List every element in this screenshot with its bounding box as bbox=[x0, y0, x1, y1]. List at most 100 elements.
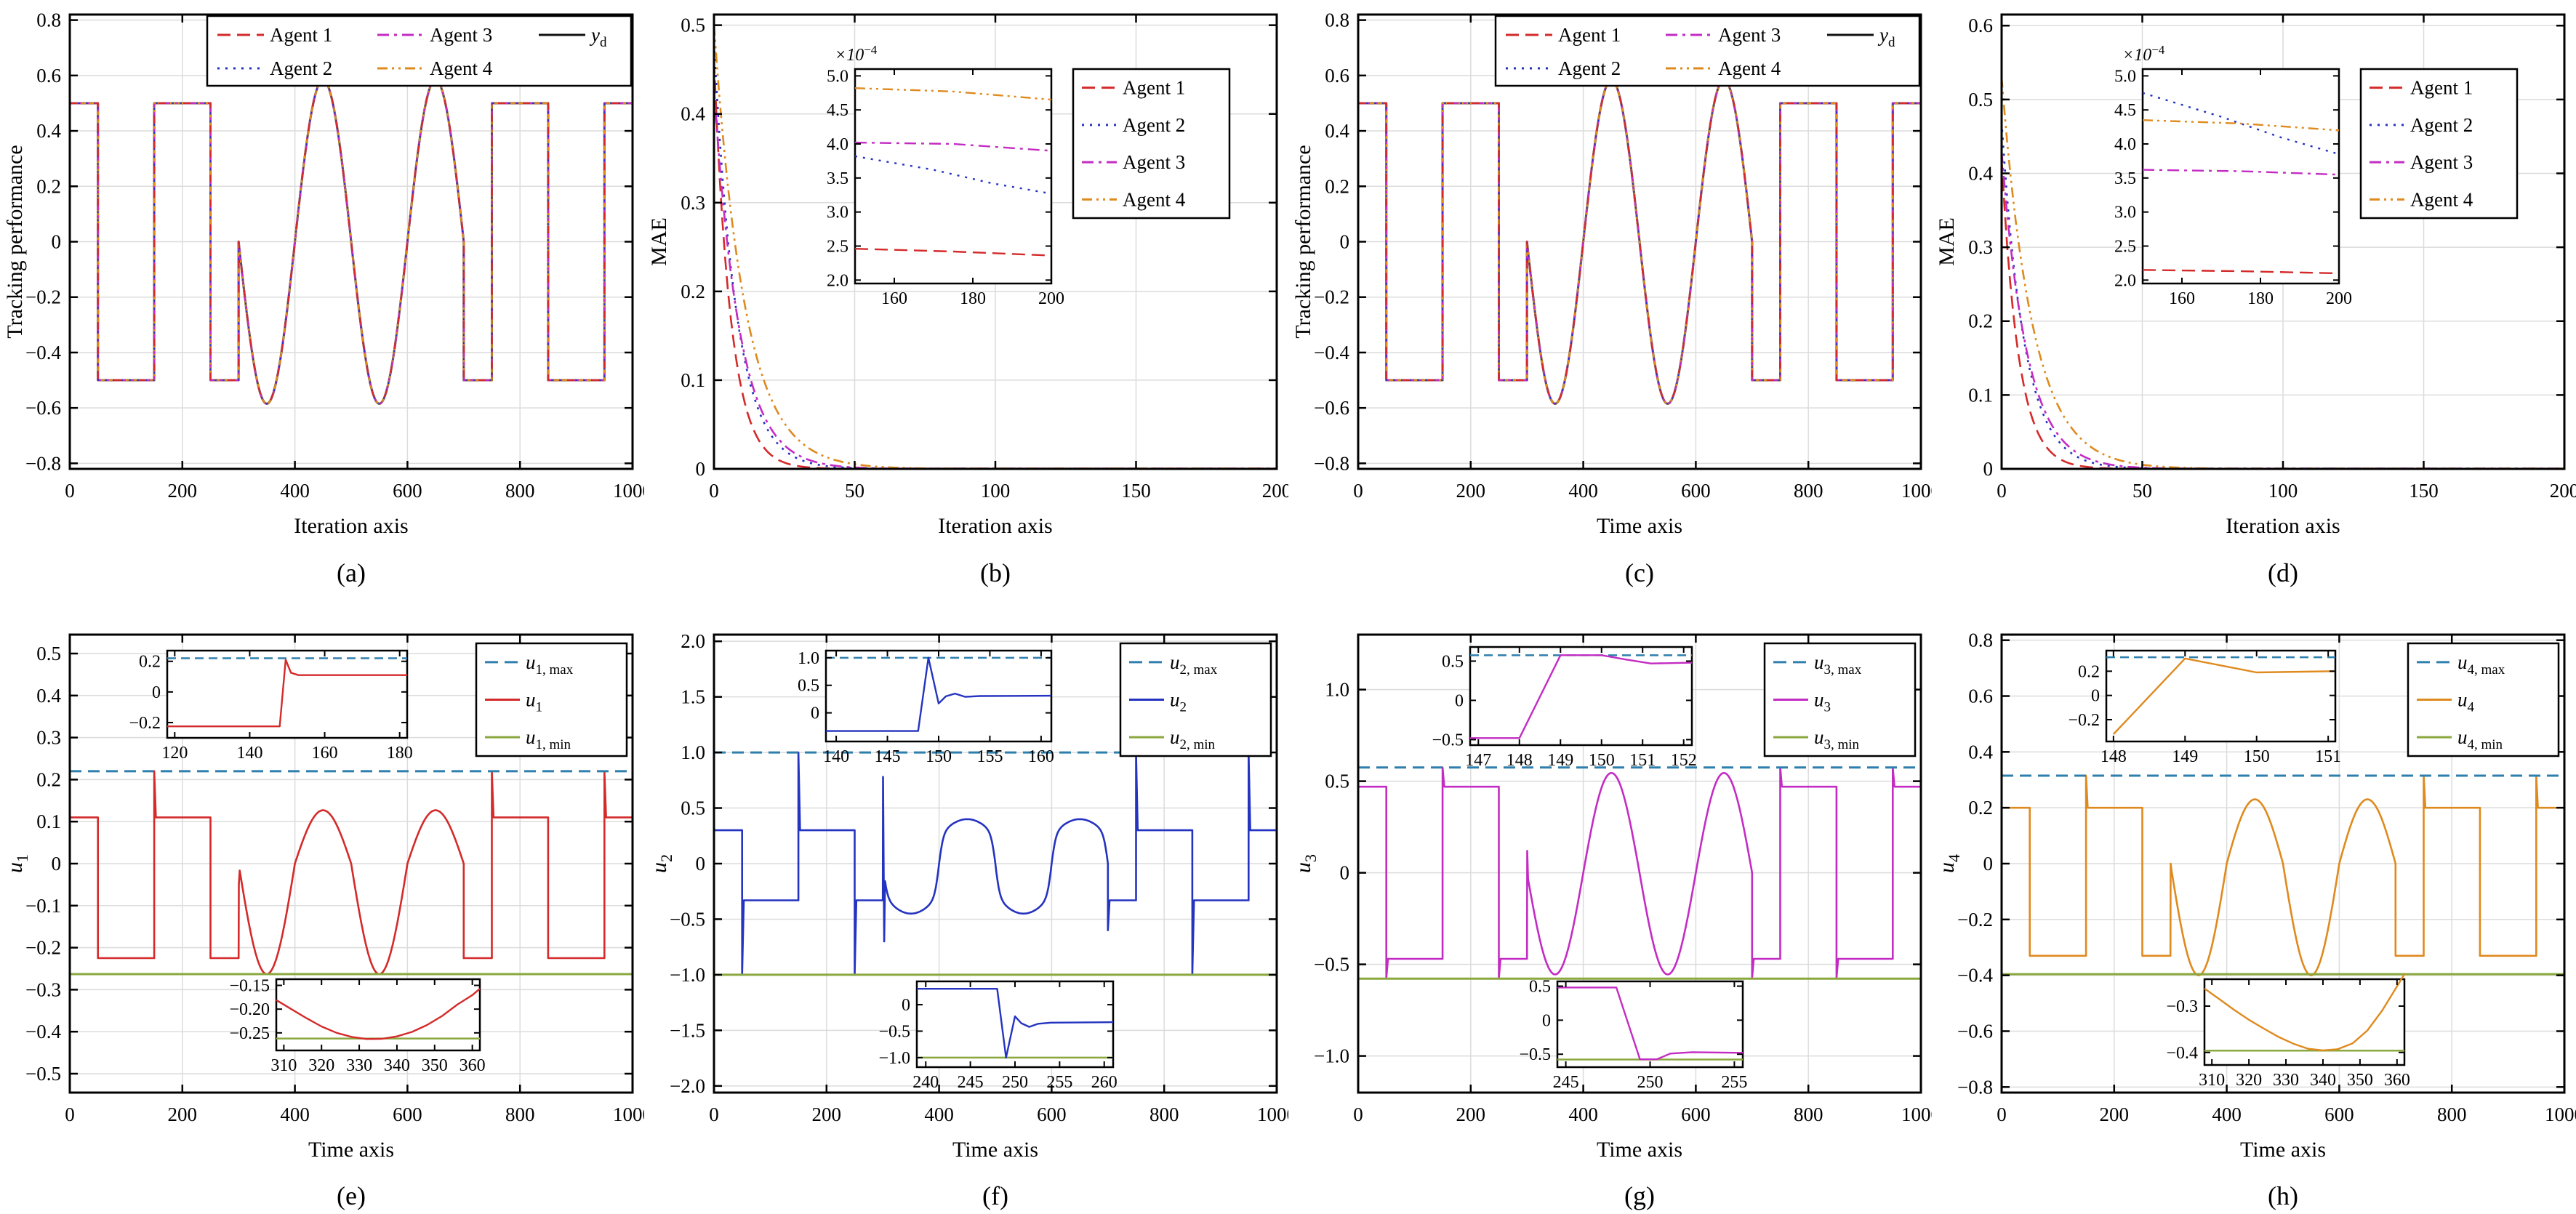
legend-label: Agent 4 bbox=[430, 57, 493, 79]
x-tick-label: 1000 bbox=[613, 1104, 644, 1125]
legend-label: u4, min bbox=[2457, 726, 2503, 752]
y-axis-label: u3 bbox=[1291, 854, 1320, 873]
y-tick-label: 0.5 bbox=[1968, 89, 1993, 110]
y-tick-label: −1.0 bbox=[1314, 1045, 1349, 1067]
legend: Agent 1 Agent 2 Agent 3 Agent 4 bbox=[2359, 68, 2519, 220]
legend-box bbox=[2359, 68, 2519, 220]
inset-box bbox=[2105, 649, 2337, 743]
agent3-zoom bbox=[854, 141, 1052, 152]
caption: (g) bbox=[1624, 1181, 1655, 1210]
x-tick-label: 150 bbox=[2409, 480, 2439, 502]
subplot-g: 02004006008001000−1.0−0.500.51.014714814… bbox=[1288, 607, 1941, 1214]
series-u1 bbox=[70, 770, 633, 976]
x-tick-label: 100 bbox=[981, 480, 1011, 502]
inset-x-tick-label: 151 bbox=[1629, 751, 1656, 770]
y-tick-label: −0.6 bbox=[1957, 1020, 1993, 1042]
inset-y-tick-label: 0 bbox=[1455, 691, 1464, 710]
inset-y-tick-label: 2.5 bbox=[2114, 237, 2136, 256]
x-tick-label: 400 bbox=[924, 1104, 954, 1125]
inset-y-tick-label: −0.2 bbox=[129, 714, 161, 733]
inset-zoom: 160 180 200 2.0 2.5 3.0 3.5 4.0 4.5 5.0 ×10−4 bbox=[827, 43, 1064, 308]
inset-x-tick-label: 148 bbox=[1506, 751, 1533, 770]
plot-box bbox=[1357, 633, 1922, 1094]
u2-step-zoom bbox=[826, 656, 1052, 732]
axes: 0 200 400 600 800 1000 −2.0 −1.5 −1.0 −0.5 0 0.5 1.0… bbox=[670, 630, 1296, 1125]
series-u2 bbox=[714, 751, 1277, 976]
agent3-zoom bbox=[2142, 169, 2340, 176]
x-axis-label: Time axis bbox=[2240, 1138, 2326, 1162]
inset-y-tick-label: −0.3 bbox=[2166, 997, 2198, 1016]
inset-x-tick-label: 120 bbox=[161, 744, 188, 763]
inset-x-tick-label: 200 bbox=[2326, 289, 2352, 308]
inset-y-tick-label: 2.5 bbox=[827, 237, 848, 256]
y-tick-label: −0.8 bbox=[1957, 1076, 1993, 1098]
inset-x-tick-label: 330 bbox=[346, 1056, 372, 1075]
y-tick-label: 0.1 bbox=[681, 369, 705, 391]
inset-x-tick-label: 140 bbox=[236, 744, 262, 763]
y-tick-label: 0 bbox=[1340, 862, 1350, 884]
u2-drop-zoom bbox=[917, 988, 1114, 1059]
legend: u2, max u2 u2, min bbox=[1119, 642, 1272, 757]
u3-step-zoom bbox=[1470, 654, 1693, 739]
inset-y-tick-label: 0 bbox=[152, 683, 161, 702]
x-tick-label: 600 bbox=[2324, 1104, 2354, 1125]
axes: 0 50 100 150 200 0 0.1 0.2 0.3 0.4 0.5 bbox=[681, 13, 1291, 502]
x-tick-label: 800 bbox=[1794, 480, 1823, 502]
legend: u4, max u4 u4, min bbox=[2407, 642, 2560, 757]
inset-box bbox=[1556, 980, 1744, 1069]
figure-b: 0 50 100 150 200 0 0.1 0.2 0.3 0.4 0.5 160 180 200 2.0… bbox=[644, 0, 1291, 607]
y-tick-label: −0.6 bbox=[1314, 397, 1349, 419]
x-tick-label: 800 bbox=[505, 1104, 535, 1125]
x-tick-label: 600 bbox=[393, 480, 422, 502]
caption: (e) bbox=[337, 1181, 366, 1210]
inset-x-tick-label: 145 bbox=[875, 747, 901, 766]
legend-label: Agent 2 bbox=[1558, 57, 1621, 79]
y-tick-label: −0.8 bbox=[1314, 452, 1349, 474]
y-tick-label: 0.6 bbox=[1968, 15, 1993, 36]
y-axis-label: u4 bbox=[1935, 854, 1963, 873]
x-tick-label: 0 bbox=[1997, 1104, 2007, 1125]
u1-step-zoom bbox=[167, 659, 407, 728]
inset-x-tick-label: 245 bbox=[1553, 1073, 1579, 1092]
y-tick-label: 0.2 bbox=[1968, 310, 1993, 332]
inset-y-tick-label: 0 bbox=[811, 704, 819, 723]
agent4-zoom bbox=[2142, 119, 2340, 132]
series-u3 bbox=[1358, 766, 1921, 979]
inset-x-tick-label: 320 bbox=[308, 1056, 334, 1075]
x-tick-label: 1000 bbox=[1901, 480, 1933, 502]
x-axis-label: Iteration axis bbox=[294, 514, 408, 538]
x-tick-label: 400 bbox=[2212, 1104, 2242, 1125]
legend-label: Agent 2 bbox=[1123, 114, 1185, 136]
inset-x-tick-label: 340 bbox=[384, 1056, 410, 1075]
inset-x-tick-label: 310 bbox=[270, 1056, 297, 1075]
y-tick-label: 0.2 bbox=[36, 768, 61, 790]
x-tick-label: 600 bbox=[1681, 480, 1711, 502]
x-tick-label: 50 bbox=[845, 480, 864, 502]
u4-step-zoom bbox=[2112, 657, 2336, 735]
inset-x-tick-label: 350 bbox=[2347, 1071, 2373, 1090]
inset-x-tick-label: 255 bbox=[1046, 1073, 1072, 1092]
x-tick-label: 200 bbox=[1456, 480, 1486, 502]
axes: 0 200 400 600 800 1000 −0.5 −0.4 −0.3 −0.2 −0.1 0 0.… bbox=[25, 633, 652, 1125]
legend-label: u2, min bbox=[1170, 726, 1216, 752]
inset-y-tick-label: 2.0 bbox=[827, 271, 848, 290]
inset-y-tick-label: 0.2 bbox=[2078, 662, 2100, 681]
y-tick-label: 0.2 bbox=[1968, 797, 1993, 819]
inset-x-tick-label: 151 bbox=[2315, 747, 2341, 766]
legend-label: Agent 3 bbox=[1718, 24, 1781, 46]
x-tick-label: 800 bbox=[505, 480, 535, 502]
y-tick-label: −1.5 bbox=[670, 1019, 705, 1041]
legend-label: Agent 1 bbox=[1123, 77, 1185, 99]
caption: (b) bbox=[980, 558, 1011, 587]
y-tick-label: 0.6 bbox=[36, 65, 61, 87]
inset-x-tick-label: 350 bbox=[422, 1056, 448, 1075]
inset-y-tick-label: 0.2 bbox=[139, 653, 161, 672]
x-tick-label: 1000 bbox=[1901, 1104, 1933, 1125]
inset-y-tick-label: 0.5 bbox=[798, 677, 819, 696]
caption: (h) bbox=[2268, 1181, 2298, 1210]
legend: Agent 1 Agent 2 Agent 3 Agent 4 bbox=[1072, 68, 1231, 220]
x-tick-label: 200 bbox=[1456, 1104, 1486, 1125]
inset-y-tick-label: −0.5 bbox=[1432, 731, 1464, 749]
legend-label: u1, max bbox=[526, 651, 574, 678]
inset-y-tick-label: 2.0 bbox=[2114, 271, 2136, 290]
